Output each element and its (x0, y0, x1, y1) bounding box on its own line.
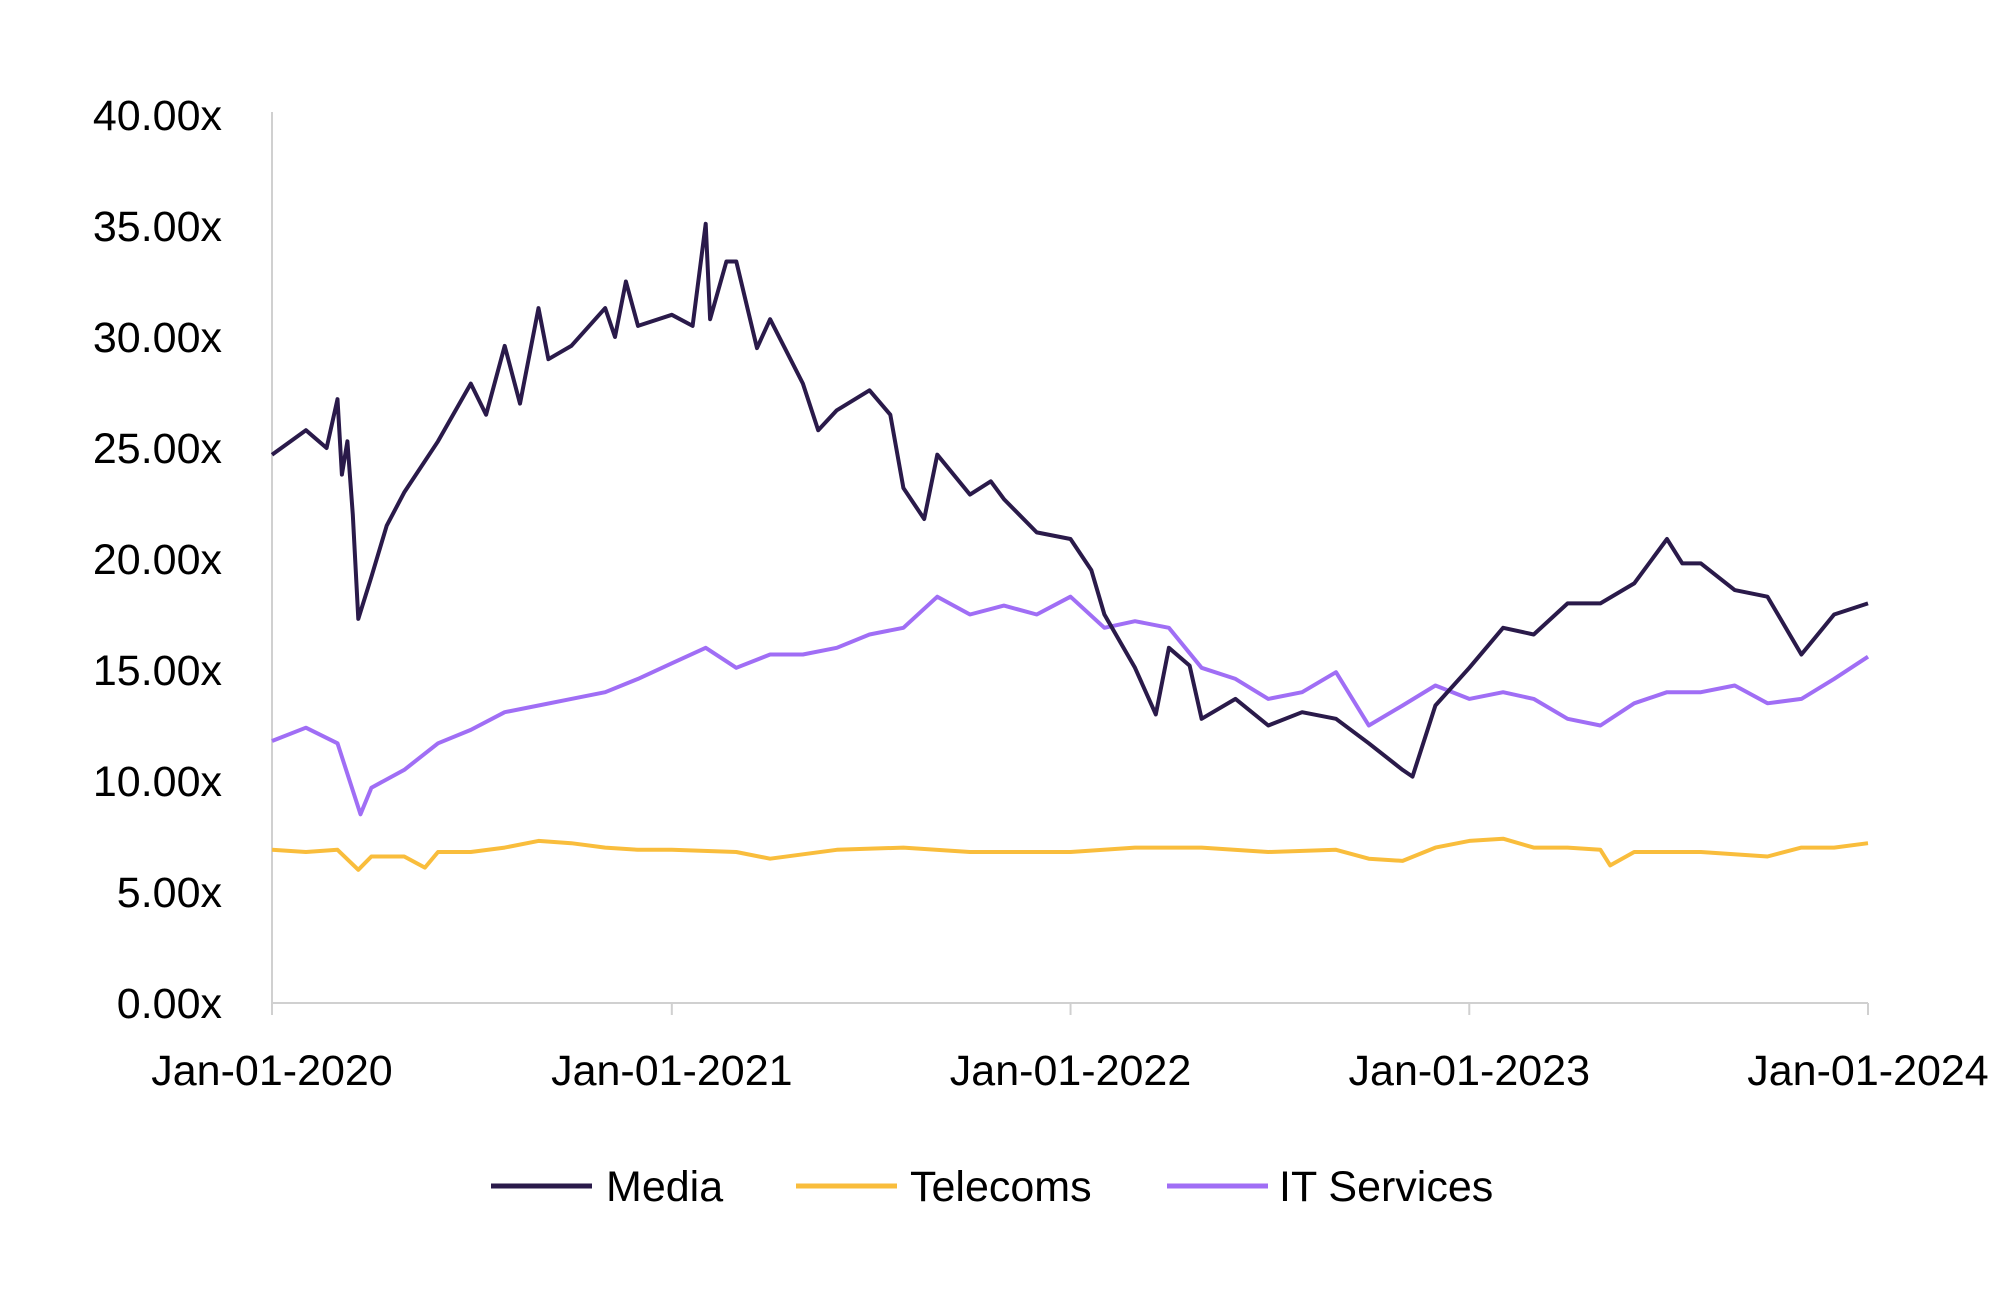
y-tick-label: 20.00x (93, 536, 223, 584)
legend-label: Telecoms (910, 1163, 1092, 1211)
series-lines (270, 221, 1870, 872)
x-tick-label: Jan-01-2023 (1349, 1047, 1590, 1095)
series-line-media (270, 221, 1869, 779)
x-tick-labels: Jan-01-2020 Jan-01-2021 Jan-01-2022 Jan-01-… (151, 1003, 1989, 1095)
x-tick-label: Jan-01-2020 (151, 1047, 392, 1095)
y-tick-label: 10.00x (93, 758, 223, 806)
x-tick-label: Jan-01-2024 (1747, 1047, 1988, 1095)
series-line-telecoms (271, 836, 1869, 872)
series-line-it-services (271, 594, 1870, 817)
y-tick-label: 35.00x (93, 203, 223, 251)
y-tick-label: 40.00x (93, 92, 223, 140)
y-tick-labels: 0.00x 5.00x 10.00x 15.00x 20.00x 25.00x 30.00x… (93, 92, 223, 1028)
legend-label: IT Services (1279, 1163, 1493, 1211)
y-tick-label: 15.00x (93, 647, 223, 695)
y-tick-label: 5.00x (117, 869, 223, 917)
y-tick-label: 25.00x (93, 425, 223, 473)
x-tick-label: Jan-01-2021 (551, 1047, 792, 1095)
y-tick-label: 30.00x (93, 314, 223, 362)
legend-label: Media (606, 1163, 723, 1211)
x-tick-label: Jan-01-2022 (950, 1047, 1191, 1095)
y-tick-label: 0.00x (117, 980, 223, 1028)
legend: Media Telecoms IT Services (491, 1163, 1493, 1211)
